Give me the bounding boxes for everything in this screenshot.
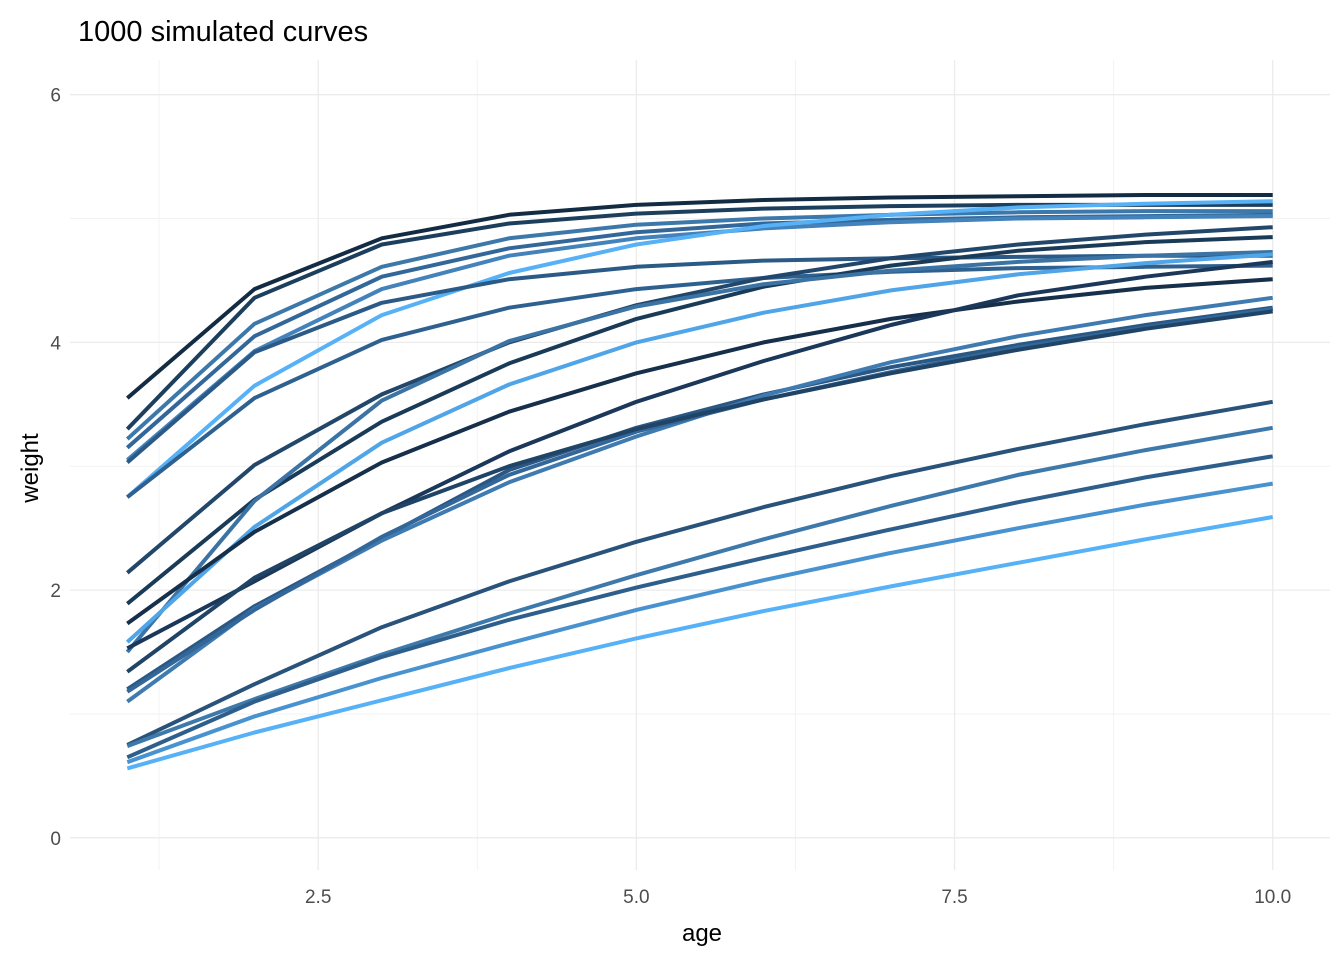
x-tick-label: 2.5 [305, 887, 331, 908]
x-axis-title: age [682, 920, 722, 947]
series-line-18 [126, 309, 1273, 674]
series-line-23 [126, 515, 1274, 771]
series-line-20 [126, 425, 1274, 748]
x-tick-label: 7.5 [941, 887, 967, 908]
x-tick-label: 5.0 [623, 887, 649, 908]
series-line-3 [125, 209, 1273, 441]
series-line-21 [126, 454, 1274, 760]
series-line-11 [125, 250, 1273, 654]
series-line-6 [125, 199, 1273, 499]
series-line-7 [125, 253, 1273, 465]
series-line-10 [126, 235, 1273, 606]
y-tick-label: 6 [50, 86, 61, 107]
series-line-9 [126, 225, 1273, 575]
y-axis-title: weight [17, 433, 44, 504]
chart-title: 1000 simulated curves [78, 16, 368, 48]
series-line-1 [125, 193, 1273, 400]
series-lines [125, 193, 1274, 771]
series-line-19 [126, 399, 1274, 747]
x-axis-tick-labels: 2.5 5.0 7.5 10.0 [305, 887, 1291, 908]
y-tick-label: 2 [50, 581, 61, 602]
series-line-22 [126, 481, 1274, 765]
x-tick-label: 10.0 [1254, 887, 1291, 908]
series-line-13 [126, 277, 1273, 626]
y-tick-label: 4 [50, 333, 61, 354]
y-axis-tick-labels: 0 2 4 6 [50, 86, 61, 850]
y-tick-label: 0 [50, 829, 61, 850]
major-gridlines [70, 60, 1330, 870]
series-line-12 [125, 252, 1273, 644]
